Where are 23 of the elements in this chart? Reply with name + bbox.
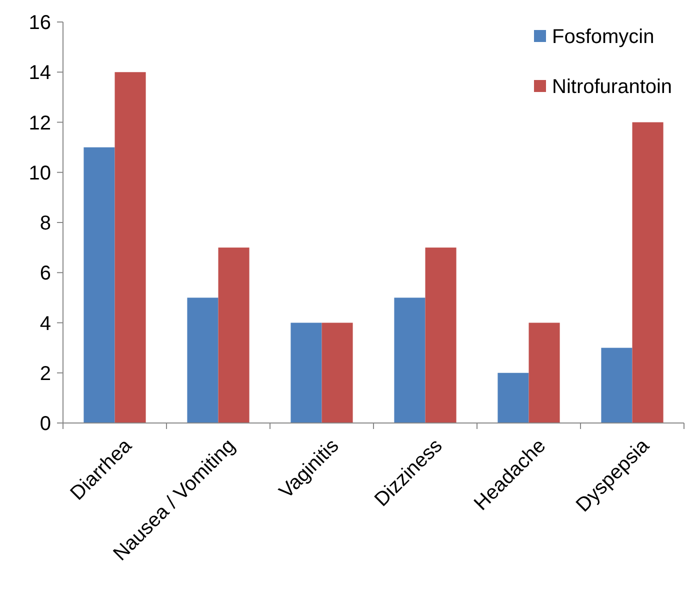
bar [601,348,632,423]
bar [394,298,426,423]
bar [218,248,250,423]
y-tick-label: 14 [28,62,51,84]
y-tick-label: 2 [40,362,51,385]
legend-label: Nitrofurantoin [552,76,672,98]
bar [187,298,218,423]
legend-label: Fosfomycin [552,26,654,48]
bar [290,322,322,423]
y-tick-label: 12 [28,112,51,134]
y-tick-label: 10 [28,162,51,184]
bar [528,322,560,423]
bar [114,72,146,423]
y-tick-label: 8 [40,212,51,234]
y-tick-label: 6 [40,262,51,285]
bar [322,322,353,423]
y-tick-label: 4 [40,312,51,335]
bar [425,248,456,423]
bar [498,372,529,423]
bar [632,122,664,423]
y-tick-label: 0 [40,413,51,435]
y-tick-label: 16 [28,12,51,34]
bar [84,147,115,423]
